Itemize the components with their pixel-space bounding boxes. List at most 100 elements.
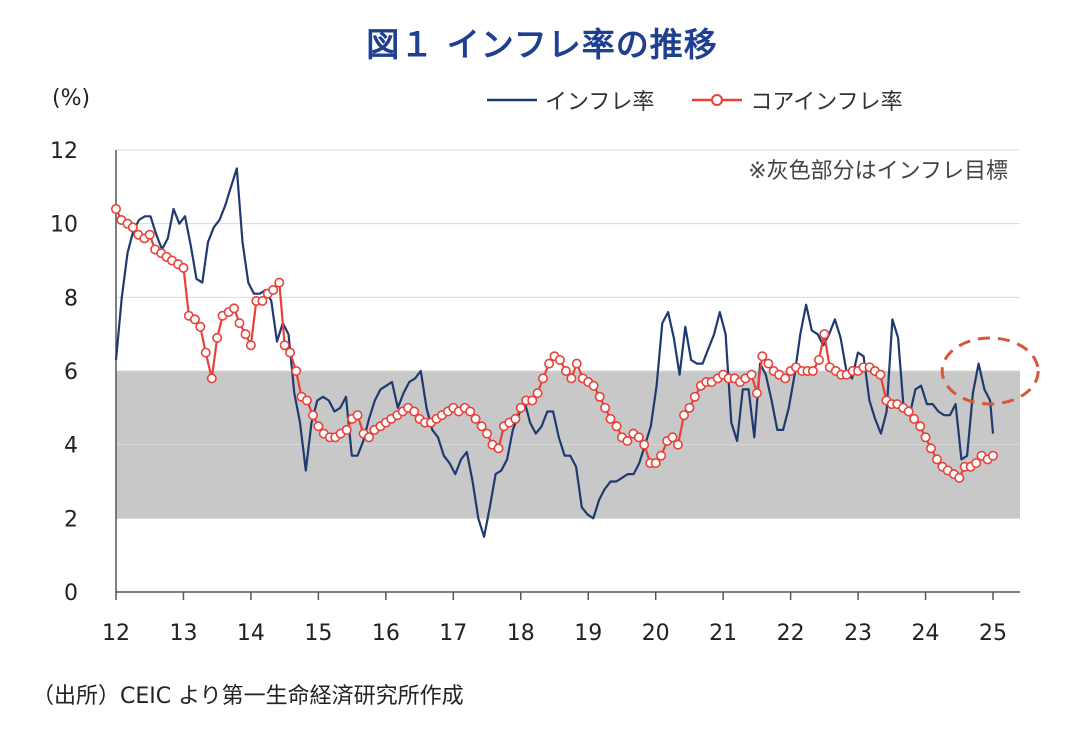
core-inflation-point [178,262,189,273]
y-tick-label: 4 [64,434,78,459]
core-inflation-point [689,391,700,402]
core-inflation-point [633,432,644,443]
x-tick-label: 24 [912,621,940,646]
y-axis-unit-label: (%) [52,86,91,111]
core-inflation-point [903,406,914,417]
legend-item-core: コアインフレ率 [690,84,903,116]
x-tick-label: 23 [844,621,872,646]
core-inflation-point [611,421,622,432]
core-inflation-point [234,318,245,329]
core-inflation-point [746,369,757,380]
x-tick-label: 18 [507,621,535,646]
legend-label-core: コアインフレ率 [750,90,903,115]
x-tick-label: 17 [439,621,467,646]
core-inflation-point [111,203,122,214]
core-inflation-point [679,410,690,421]
core-inflation-point [987,450,998,461]
core-inflation-point [212,332,223,343]
core-inflation-point [639,439,650,450]
core-inflation-point [515,402,526,413]
core-inflation-point [684,402,695,413]
core-inflation-point [757,351,768,362]
core-inflation-point [538,373,549,384]
x-tick-label: 12 [102,621,130,646]
core-inflation-point [465,406,476,417]
core-inflation-point [875,369,886,380]
core-inflation-point [257,296,268,307]
core-inflation-point [571,358,582,369]
core-inflation-point [493,443,504,454]
core-inflation-point [409,406,420,417]
core-inflation-point [807,365,818,376]
core-inflation-point [240,329,251,340]
y-tick-label: 0 [64,581,78,606]
core-inflation-point [301,395,312,406]
core-inflation-point [560,365,571,376]
core-inflation-point [313,421,324,432]
core-inflation-point [925,443,936,454]
core-inflation-point [932,454,943,465]
core-inflation-point [920,432,931,443]
core-inflation-point [650,458,661,469]
core-inflation-point [470,413,481,424]
core-inflation-point [189,314,200,325]
chart-title: 図１ インフレ率の推移 [366,25,718,64]
core-inflation-point [127,222,138,233]
target-band-note: ※灰色部分はインフレ目標 [748,159,1008,184]
core-inflation-point [554,354,565,365]
core-inflation-point [476,421,487,432]
core-inflation-point [819,329,830,340]
x-tick-label: 16 [372,621,400,646]
core-inflation-point [909,413,920,424]
core-inflation-point [915,421,926,432]
x-tick-label: 15 [304,621,332,646]
x-tick-label: 20 [642,621,670,646]
core-inflation-point [656,450,667,461]
core-inflation-point [780,373,791,384]
x-tick-label: 19 [574,621,602,646]
core-inflation-point [763,358,774,369]
core-inflation-point [144,229,155,240]
x-tick-label: 22 [777,621,805,646]
legend-item-inflation: インフレ率 [485,84,654,116]
highlight-ellipse [940,336,1040,406]
y-tick-label: 6 [64,360,78,385]
core-inflation-point [605,413,616,424]
core-inflation-point [751,388,762,399]
core-inflation-point [274,277,285,288]
legend-line-icon [487,98,537,102]
x-tick-label: 14 [237,621,265,646]
core-inflation-point [527,395,538,406]
core-inflation-point [622,435,633,446]
core-inflation-point [245,340,256,351]
core-inflation-point [195,321,206,332]
core-inflation-point [566,373,577,384]
core-inflation-point [279,340,290,351]
core-inflation-point [307,410,318,421]
core-inflation-point [588,380,599,391]
core-inflation-point [206,373,217,384]
x-tick-label: 25 [979,621,1007,646]
core-inflation-point [341,424,352,435]
core-inflation-point [667,432,678,443]
core-inflation-point [510,413,521,424]
core-inflation-point [482,428,493,439]
legend-line-marker-icon [692,94,743,106]
y-tick-label: 8 [64,286,78,311]
core-inflation-point [229,303,240,314]
legend: インフレ率 コアインフレ率 [485,84,939,116]
core-inflation-point [600,402,611,413]
core-inflation-point [363,432,374,443]
core-inflation-point [971,458,982,469]
core-inflation-point [285,347,296,358]
core-inflation-point [352,410,363,421]
x-tick-label: 21 [709,621,737,646]
y-tick-label: 2 [64,507,78,532]
core-inflation-point [200,347,211,358]
source-note: （出所）CEIC より第一生命経済研究所作成 [32,684,464,709]
x-tick-label: 13 [169,621,197,646]
core-inflation-point [594,391,605,402]
core-inflation-point [954,472,965,483]
legend-label-inflation: インフレ率 [545,90,655,115]
